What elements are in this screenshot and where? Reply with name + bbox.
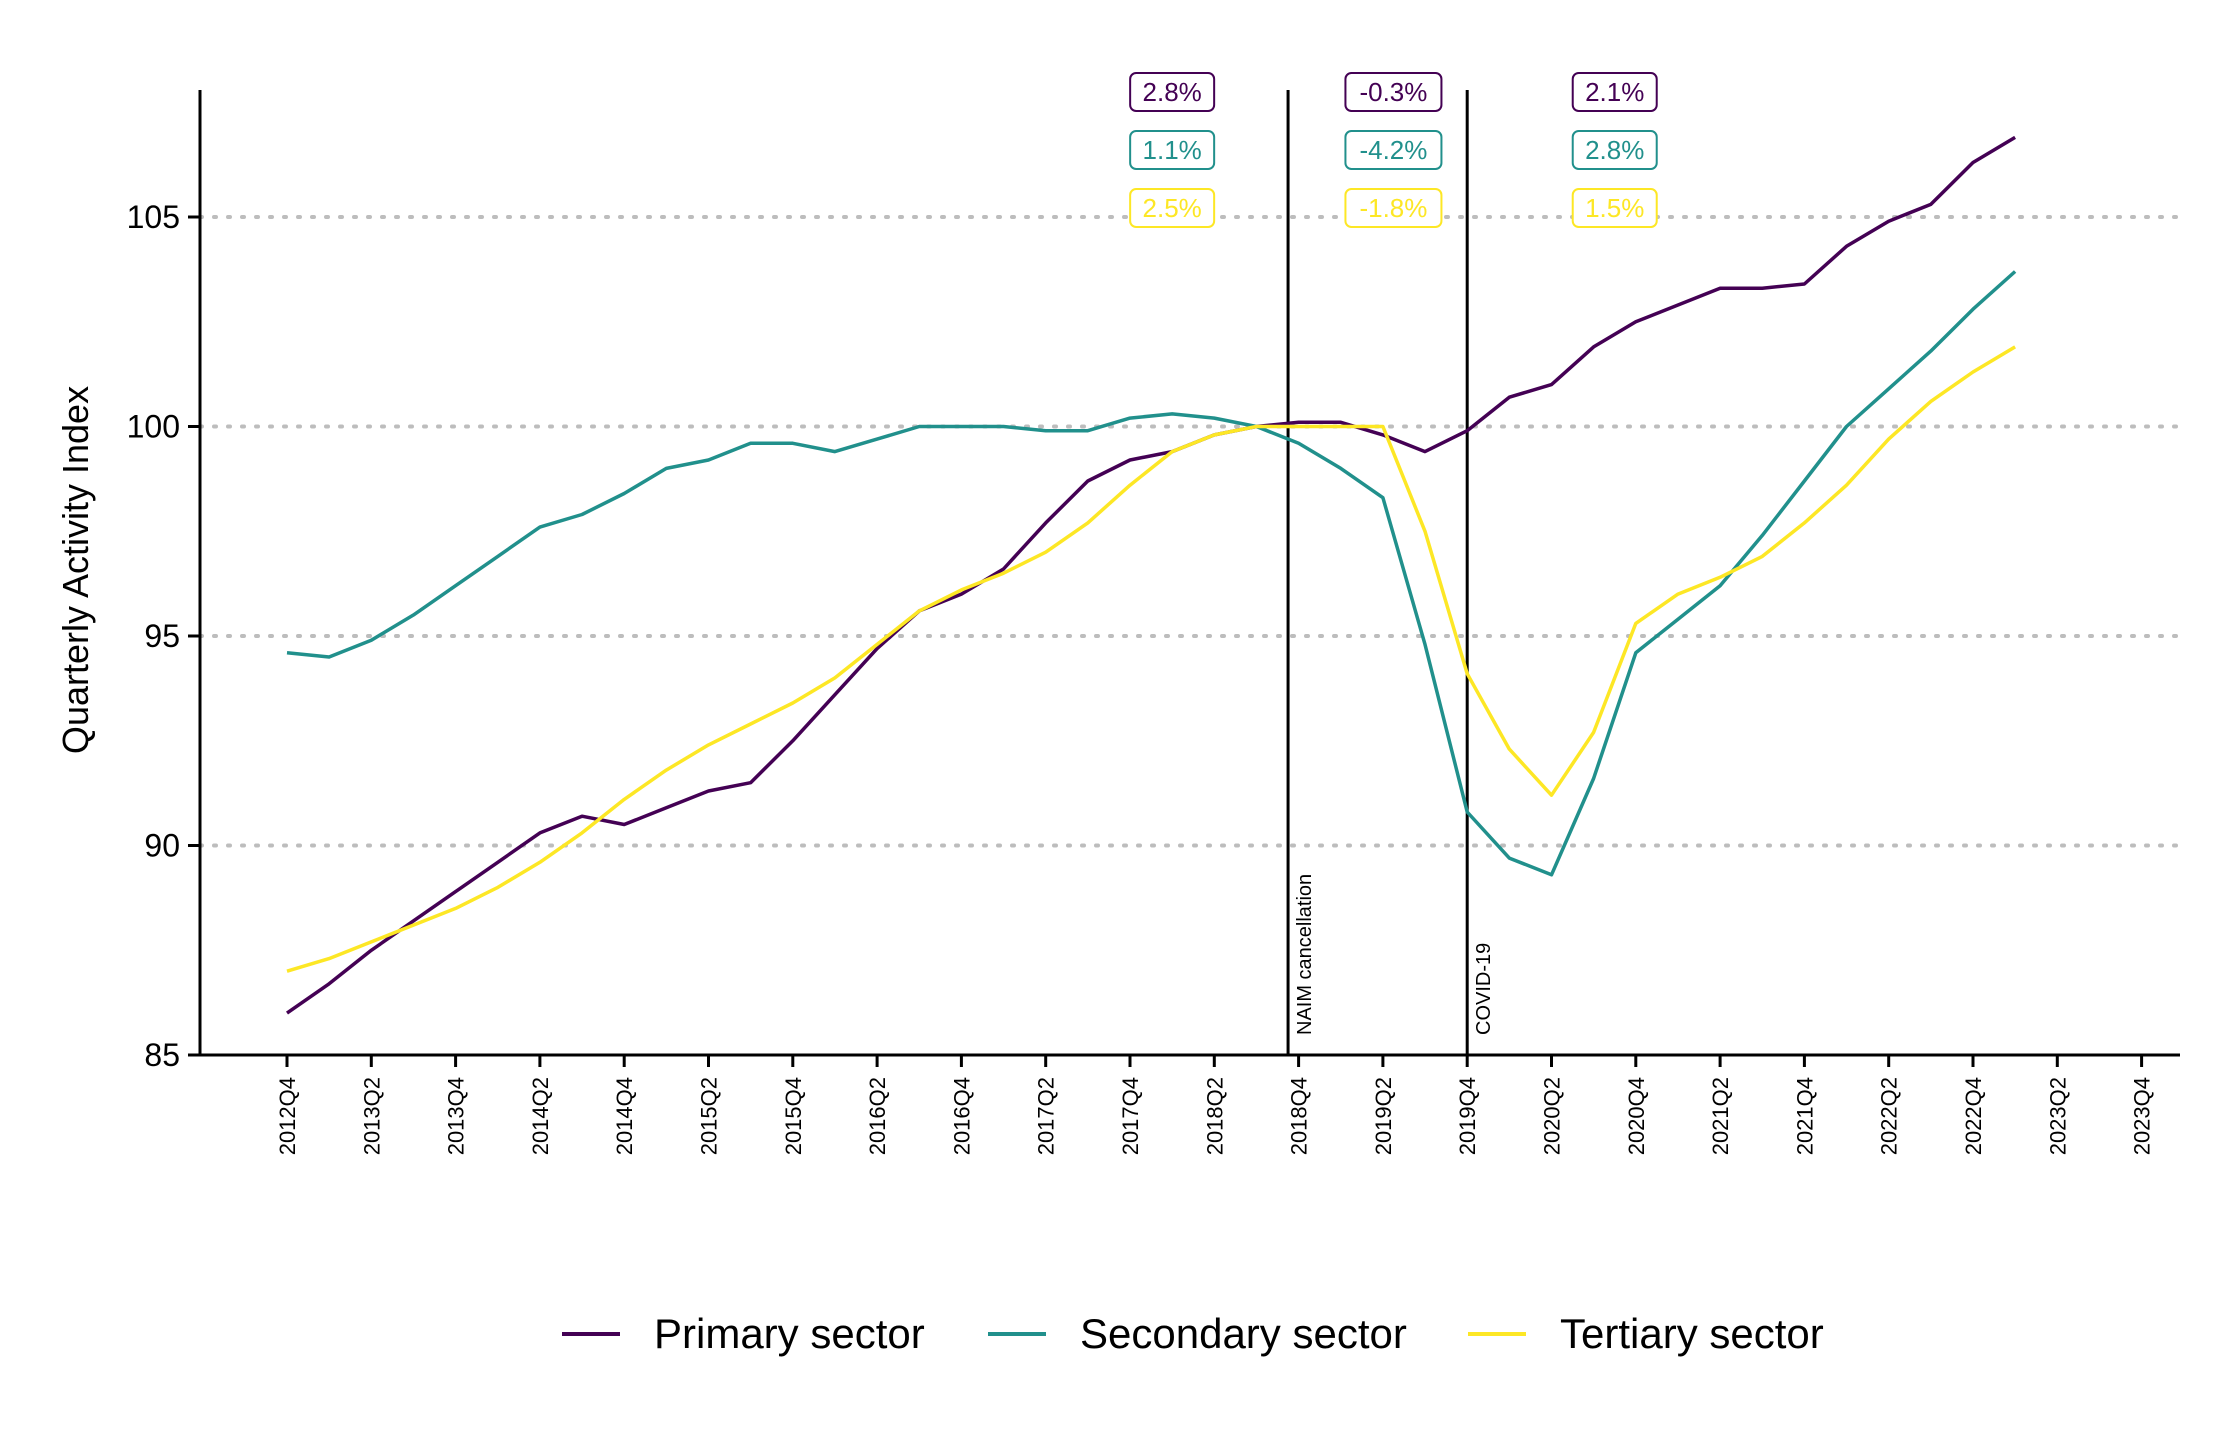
x-tick-label: 2017Q4 xyxy=(1118,1077,1143,1155)
x-tick-label: 2014Q2 xyxy=(528,1077,553,1155)
series-line xyxy=(286,135,2016,1015)
x-tick-label: 2023Q2 xyxy=(2045,1077,2070,1155)
series-line xyxy=(286,345,2016,973)
annotation-label: -1.8% xyxy=(1359,193,1427,223)
x-tick-label: 2016Q4 xyxy=(949,1077,974,1155)
annotation-box xyxy=(1571,188,1658,228)
annotation-box xyxy=(1571,72,1658,112)
annotation-label: 1.1% xyxy=(1143,135,1202,165)
legend-label: Secondary sector xyxy=(1080,1310,1407,1357)
annotation-label: 2.1% xyxy=(1585,77,1644,107)
annotation-box xyxy=(1344,72,1443,112)
y-axis-label: Quarterly Activity Index xyxy=(55,386,96,754)
event-label: COVID-19 xyxy=(1473,943,1495,1035)
x-tick-label: 2020Q4 xyxy=(1624,1077,1649,1155)
series-line xyxy=(286,270,2017,877)
annotation-box xyxy=(1129,188,1216,228)
y-tick-label: 105 xyxy=(127,199,180,235)
y-tick-label: 90 xyxy=(144,828,180,864)
event-label: NAIM cancellation xyxy=(1294,874,1316,1035)
annotation-label: 2.8% xyxy=(1585,135,1644,165)
x-tick-label: 2023Q4 xyxy=(2130,1077,2155,1155)
y-tick-label: 95 xyxy=(144,618,180,654)
gridlines xyxy=(198,215,2182,848)
x-tick-label: 2013Q4 xyxy=(444,1077,469,1155)
annotation-label: 1.5% xyxy=(1585,193,1644,223)
event-lines: NAIM cancellation COVID-19 xyxy=(1286,90,1495,1055)
x-tick-label: 2022Q4 xyxy=(1961,1077,1986,1155)
x-tick-label: 2015Q2 xyxy=(697,1077,722,1155)
annotation-label: 2.8% xyxy=(1143,77,1202,107)
annotation-box xyxy=(1571,130,1658,170)
annotation-box xyxy=(1129,130,1216,170)
x-tick-label: 2019Q4 xyxy=(1455,1077,1480,1155)
x-tick-label: 2021Q2 xyxy=(1708,1077,1733,1155)
x-tick-label: 2016Q2 xyxy=(865,1077,890,1155)
x-tick-label: 2017Q2 xyxy=(1034,1077,1059,1155)
annotation-box xyxy=(1344,130,1443,170)
x-tick-label: 2014Q4 xyxy=(612,1077,637,1155)
x-tick-label: 2015Q4 xyxy=(781,1077,806,1155)
x-tick-label: 2020Q2 xyxy=(1540,1077,1565,1155)
series-lines xyxy=(286,135,2017,1015)
x-tick-label: 2018Q2 xyxy=(1202,1077,1227,1155)
x-tick-label: 2013Q2 xyxy=(359,1077,384,1155)
annotation-label: -0.3% xyxy=(1359,77,1427,107)
annotation-label: 2.5% xyxy=(1143,193,1202,223)
x-tick-label: 2012Q4 xyxy=(275,1077,300,1155)
legend-label: Tertiary sector xyxy=(1560,1310,1824,1357)
legend: Primary sector Secondary sector Tertiary s… xyxy=(562,1310,1824,1357)
x-tick-label: 2022Q2 xyxy=(1877,1077,1902,1155)
annotation-box xyxy=(1344,188,1443,228)
y-tick-label: 85 xyxy=(144,1037,180,1073)
growth-annotations: 2.8% 1.1% 2.5% -0.3% -4.2% -1.8% 2.1% 2.8% 1.5% xyxy=(1129,72,1658,228)
x-tick-label: 2018Q4 xyxy=(1287,1077,1312,1155)
axes: 85 90 95 100 105 2012Q4 2013Q2 2013Q4 2014Q2 2014… xyxy=(127,90,2180,1155)
x-tick-label: 2021Q4 xyxy=(1792,1077,1817,1155)
x-tick-label: 2019Q2 xyxy=(1371,1077,1396,1155)
annotation-box xyxy=(1129,72,1216,112)
y-tick-label: 100 xyxy=(127,409,180,445)
legend-label: Primary sector xyxy=(654,1310,925,1357)
annotation-label: -4.2% xyxy=(1359,135,1427,165)
